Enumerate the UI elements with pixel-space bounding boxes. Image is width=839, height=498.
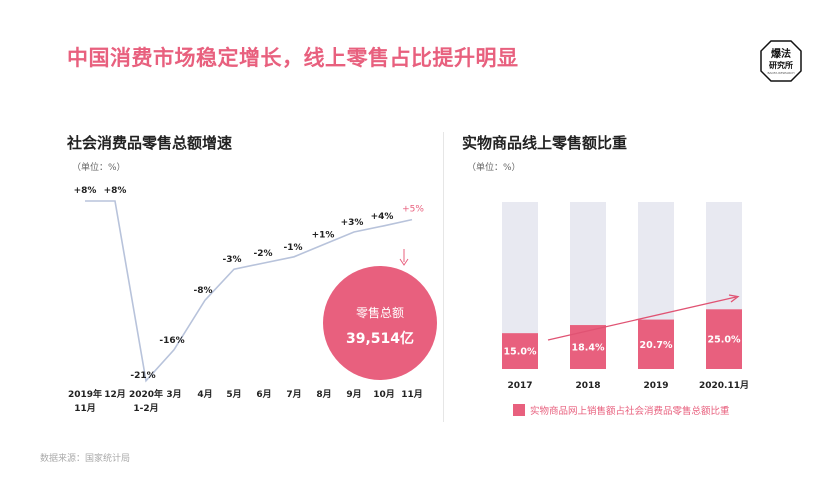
right-chart-title: 实物商品线上零售额比重	[462, 134, 628, 152]
brand-logo: 爆法 研究所 BAOFA RESEARCH	[760, 40, 802, 82]
point-label: -3%	[222, 255, 241, 265]
section-divider	[443, 132, 444, 422]
x-tick-label: 2017	[507, 381, 532, 391]
online-share-bar-chart: 15.0% 2017 18.4% 2018 20.7% 2019 25.0% 2020.11月…	[502, 202, 749, 417]
bar	[638, 319, 674, 369]
x-tick-label: 7月	[286, 389, 301, 400]
left-chart-title: 社会消费品零售总额增速	[67, 134, 233, 152]
x-tick-label: 2020.11月	[699, 380, 749, 391]
indicator-arrow-head	[399, 258, 409, 266]
x-tick-label: 2020年	[129, 388, 163, 400]
trend-arrow-head	[728, 294, 740, 303]
point-label: -16%	[159, 336, 184, 346]
trend-arrow-line	[547, 296, 737, 341]
logo-badge-icon	[760, 40, 802, 82]
data-source: 数据来源：国家统计局	[40, 454, 131, 464]
left-chart-unit: （单位：%）	[72, 163, 126, 173]
point-label: +5%	[402, 205, 424, 215]
x-tick-label-line2: 1-2月	[133, 403, 158, 414]
bar-value-label: 18.4%	[572, 343, 605, 354]
x-tick-label: 9月	[346, 389, 361, 400]
growth-line	[85, 200, 413, 383]
point-label: -1%	[283, 243, 302, 253]
x-tick-label: 2018	[575, 381, 600, 391]
right-chart-unit: （单位：%）	[467, 163, 521, 173]
retail-growth-line-chart: +8% +8% -21% -16% -8% -3% -2% -1% +1% +3% +4% +5% 20…	[68, 186, 437, 414]
page-title: 中国消费市场稳定增长，线上零售占比提升明显	[67, 46, 519, 70]
x-tick-label: 3月	[166, 389, 181, 400]
x-tick-label: 12月	[104, 389, 126, 400]
point-label: +8%	[74, 186, 97, 196]
point-label: +1%	[312, 230, 335, 240]
x-tick-label: 5月	[226, 389, 241, 400]
bar-value-label: 20.7%	[640, 340, 673, 351]
point-label: -8%	[193, 286, 212, 296]
bar-value-label: 15.0%	[504, 347, 537, 358]
x-tick-label: 11月	[401, 389, 423, 400]
total-circle	[323, 266, 437, 380]
point-label: -21%	[130, 371, 155, 381]
bar	[570, 325, 606, 369]
total-label: 零售总额	[356, 305, 404, 320]
logo-text-en: BAOFA RESEARCH	[767, 71, 795, 75]
point-label: -2%	[253, 249, 272, 259]
point-label: +4%	[371, 212, 394, 222]
x-tick-label: 2019	[643, 381, 668, 391]
point-label: +3%	[341, 218, 364, 228]
bar-value-label: 25.0%	[708, 335, 741, 346]
x-tick-label: 8月	[316, 389, 331, 400]
legend-label: 实物商品网上销售额占社会消费品零售总额比重	[530, 405, 730, 417]
x-tick-label: 10月	[373, 389, 395, 400]
point-label: +8%	[104, 186, 127, 196]
x-tick-label-line2: 11月	[74, 403, 96, 414]
x-tick-label: 2019年	[68, 388, 102, 400]
bar	[706, 309, 742, 369]
total-value: 39,514亿	[346, 330, 414, 347]
logo-text-main: 爆法	[771, 49, 791, 60]
x-tick-label: 4月	[197, 389, 212, 400]
bar	[502, 333, 538, 369]
x-tick-label: 6月	[256, 389, 271, 400]
logo-text-sub: 研究所	[769, 61, 793, 70]
legend-swatch	[513, 404, 525, 416]
